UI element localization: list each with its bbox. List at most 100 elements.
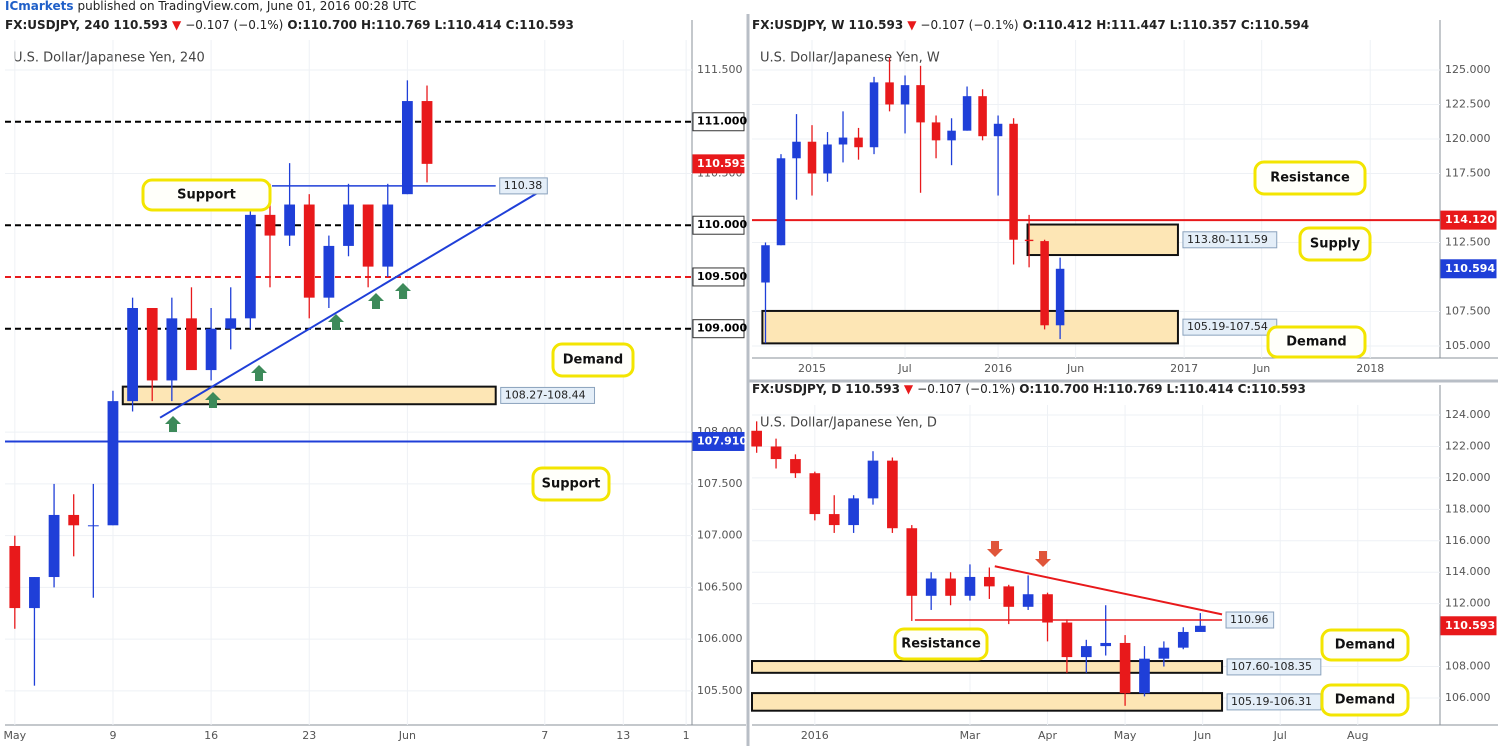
y-tick-label: 112.000 (1445, 597, 1491, 610)
up-arrow (205, 392, 221, 408)
chart-title: U.S. Dollar/Japanese Yen, 240 (13, 51, 205, 66)
candle-body (48, 514, 60, 578)
price-label: 110.593 (1445, 619, 1495, 632)
ohlc: L:110.357 (1169, 18, 1237, 32)
segment-label-bg (1225, 611, 1275, 629)
callout-box (551, 342, 635, 378)
candle-body (382, 204, 394, 267)
x-tick-label: 2018 (1356, 362, 1384, 375)
candle-body (916, 85, 925, 123)
candle-body (323, 245, 335, 298)
x-tick-label: Aug (1347, 729, 1368, 742)
x-tick-label: May (1114, 729, 1137, 742)
ohlc: H:111.447 (1096, 18, 1166, 32)
segment-label: 110.38 (504, 179, 543, 192)
x-tick-label: 9 (109, 729, 116, 742)
price-label: 110.594 (1445, 262, 1495, 275)
y-tick-label: 120.000 (1445, 132, 1491, 145)
candle-body (828, 514, 840, 526)
candle-body (1119, 642, 1131, 694)
callout-text: Demand (1335, 638, 1396, 653)
callout-text: Demand (1335, 693, 1396, 708)
candle-body (166, 318, 178, 381)
ohlc: H:110.769 (361, 18, 431, 32)
y-tick-label: 107.000 (697, 529, 743, 542)
zone-label: 105.19-106.31 (1231, 695, 1312, 708)
candle-body (964, 576, 976, 596)
up-arrow (328, 314, 344, 330)
candle-body (945, 578, 956, 596)
y-tick-label: 108.000 (1445, 660, 1491, 673)
y-tick-label: 111.500 (697, 63, 743, 76)
segment-label-bg (499, 177, 548, 195)
candle-body (1055, 268, 1065, 326)
candle-body (362, 204, 374, 267)
candle-body (887, 460, 898, 529)
price-label-bg (692, 267, 745, 287)
y-tick-label: 118.000 (1445, 502, 1491, 515)
candle-body (1040, 241, 1049, 326)
candle-body (823, 144, 832, 174)
callout-text: Demand (1286, 335, 1347, 350)
callout-text: Supply (1310, 237, 1361, 252)
zone-label-bg (1226, 658, 1322, 676)
symbol-header: FX:USDJPY, 240 110.593 ▼ −0.107 (−0.1%) O:11… (5, 18, 578, 32)
x-tick-label: Jun (1066, 362, 1084, 375)
candle-body (1177, 631, 1189, 648)
candle-body (264, 214, 276, 236)
zone (751, 692, 1224, 712)
x-tick-label: 2017 (1170, 362, 1198, 375)
y-tick-label: 124.000 (1445, 408, 1491, 421)
candle-body (869, 82, 879, 148)
candle-body (792, 141, 801, 159)
candle-body (303, 204, 315, 298)
callout-box (893, 627, 989, 661)
candle-body (1100, 642, 1112, 647)
candle-body (87, 525, 99, 527)
callout-box (141, 178, 272, 212)
publisher: ICmarkets (5, 0, 74, 13)
ohlc: O:110.412 (1022, 18, 1093, 32)
zone-label: 107.60-108.35 (1231, 660, 1312, 673)
ohlc: L:110.414 (1166, 382, 1234, 396)
chart-title: U.S. Dollar/Japanese Yen, D (760, 416, 937, 431)
change-arrow: ▼ (172, 18, 182, 32)
candle-body (947, 130, 956, 141)
last-price: 110.593 (848, 18, 904, 32)
zone (121, 385, 497, 406)
candle-body (1022, 594, 1034, 607)
x-tick-label: 1 (683, 729, 690, 742)
y-tick-label: 107.500 (1445, 304, 1491, 317)
plot-area (752, 405, 1440, 725)
y-tick-label: 105.000 (1445, 339, 1491, 352)
price-label: 109.500 (697, 270, 747, 283)
candle-body (867, 460, 879, 499)
y-tick-label: 106.000 (1445, 691, 1491, 704)
price-label-bg (1440, 259, 1497, 279)
x-tick-label: 16 (204, 729, 218, 742)
plot-area (752, 40, 1440, 358)
price-label-bg (692, 319, 745, 339)
y-tick-label: 105.500 (697, 684, 743, 697)
candle-body (68, 514, 80, 526)
x-tick-label: 2016 (984, 362, 1012, 375)
x-tick-label: 13 (616, 729, 630, 742)
price-label-bg (692, 112, 745, 132)
candle-body (1042, 594, 1053, 623)
publish-line: ICmarkets published on TradingView.com, J… (5, 0, 420, 13)
callout-text: Support (177, 188, 236, 203)
price-label-bg (1440, 616, 1497, 636)
x-tick-label: Jun (1193, 729, 1211, 742)
callout-box (1253, 160, 1367, 196)
candle-body (900, 85, 910, 105)
symbol-header: FX:USDJPY, W 110.593 ▼ −0.107 (−0.1%) O:110.… (752, 18, 1313, 32)
chart-title: U.S. Dollar/Japanese Yen, W (760, 51, 940, 66)
zone-label: 113.80-111.59 (1187, 233, 1268, 246)
ohlc: H:110.769 (1092, 382, 1163, 396)
zone (751, 660, 1224, 674)
published: published on TradingView.com, June 01, 2… (77, 0, 417, 13)
candle-body (1061, 622, 1073, 658)
candle-body (807, 141, 817, 174)
ohlc: C:110.593 (1237, 382, 1306, 396)
